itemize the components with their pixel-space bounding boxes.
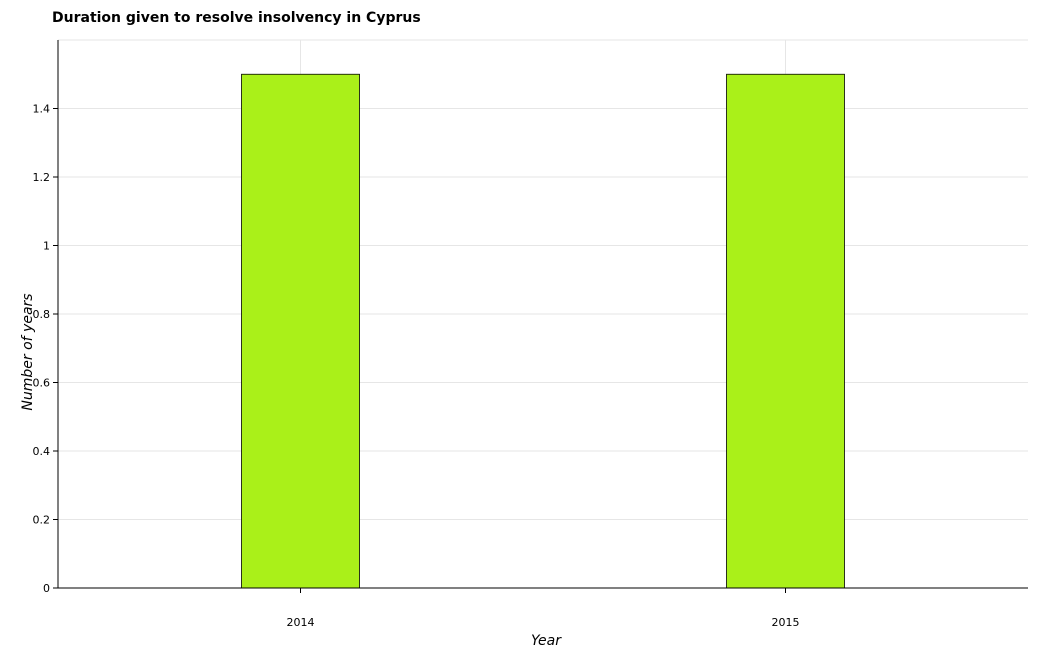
axes — [53, 40, 1028, 593]
y-tick-label: 0.2 — [33, 514, 51, 527]
y-tick-label: 0 — [43, 582, 50, 595]
gridlines — [58, 39, 1028, 589]
x-tick-label: 2014 — [287, 616, 315, 629]
y-tick-label: 0.6 — [33, 377, 51, 390]
y-tick-label: 1.2 — [33, 171, 51, 184]
x-axis-label: Year — [531, 633, 562, 649]
bar-2015 — [726, 73, 845, 589]
y-tick-label: 0.8 — [33, 308, 51, 321]
y-tick-label: 1.4 — [33, 103, 51, 116]
y-axis-label: Number of years — [20, 293, 36, 410]
x-tick-labels: 2014 2015 — [287, 616, 800, 629]
bar-2014 — [241, 73, 360, 589]
x-tick-label: 2015 — [772, 616, 800, 629]
y-tick-label: 0.4 — [33, 445, 51, 458]
chart-title: Duration given to resolve insolvency in … — [52, 10, 421, 26]
y-tick-labels: 0 0.2 0.4 0.6 0.8 1 1.2 1.4 — [33, 103, 51, 596]
y-tick-label: 1 — [43, 240, 50, 253]
bars — [241, 73, 845, 589]
